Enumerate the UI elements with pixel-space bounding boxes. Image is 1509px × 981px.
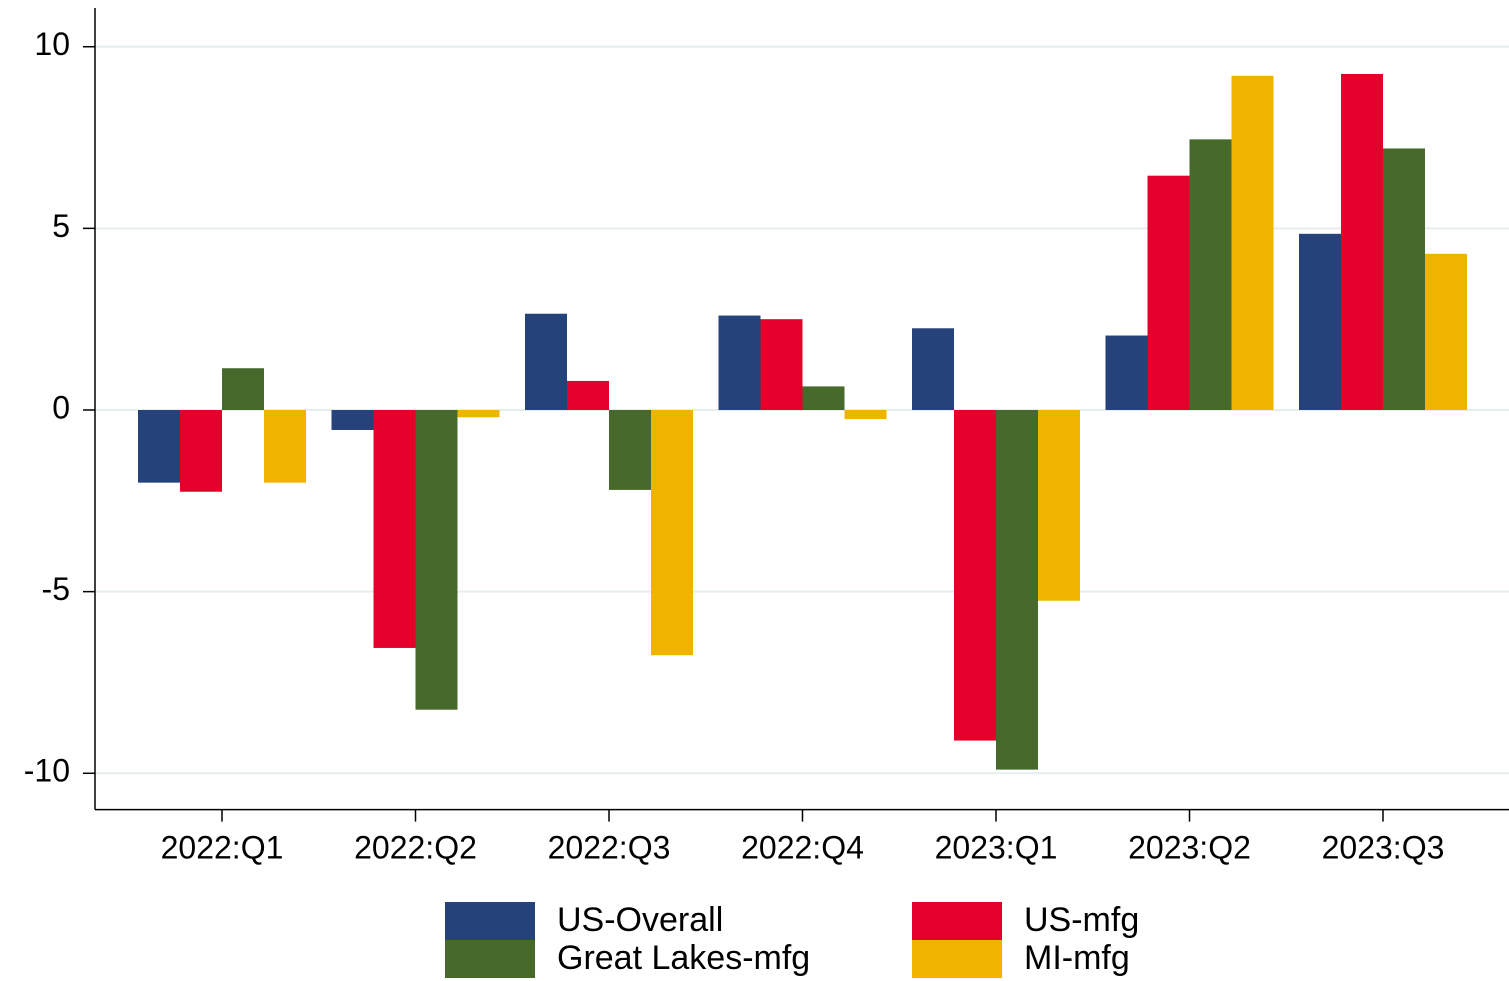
legend-swatch [445, 902, 535, 940]
x-tick-label: 2022:Q4 [741, 829, 864, 865]
bar [912, 328, 954, 410]
bar [1105, 335, 1148, 410]
x-tick-label: 2022:Q3 [548, 829, 671, 865]
bar [954, 410, 996, 741]
bar [1038, 410, 1080, 601]
bar [718, 315, 761, 410]
bar [1383, 148, 1425, 410]
bar [1341, 73, 1383, 411]
bar [525, 313, 567, 410]
x-tick-label: 2023:Q2 [1128, 829, 1251, 865]
bar [264, 410, 306, 483]
x-tick-label: 2022:Q2 [354, 829, 477, 865]
bar [138, 410, 180, 483]
legend-swatch [912, 902, 1002, 940]
bar [844, 410, 887, 420]
bar [373, 410, 416, 648]
bar [1299, 233, 1341, 410]
legend-swatch [445, 940, 535, 978]
y-tick-label: 5 [52, 208, 70, 244]
bar [180, 410, 222, 492]
bar [760, 319, 803, 410]
bar [996, 410, 1038, 770]
bar [1231, 75, 1274, 410]
bar [222, 368, 264, 410]
bar [1147, 175, 1190, 410]
bar [802, 386, 845, 410]
bar [1425, 253, 1467, 410]
legend-label: US-Overall [557, 901, 723, 939]
legend-label: US-mfg [1024, 901, 1139, 939]
bar [1189, 139, 1232, 410]
bar [457, 410, 500, 418]
legend-label: MI-mfg [1024, 939, 1130, 977]
x-tick-label: 2023:Q1 [935, 829, 1058, 865]
y-tick-label: -10 [24, 753, 70, 789]
y-tick-label: -5 [42, 571, 70, 607]
bar [331, 410, 374, 430]
bar [567, 380, 609, 410]
bar [609, 410, 651, 490]
y-tick-label: 10 [34, 26, 70, 62]
legend-label: Great Lakes-mfg [557, 939, 810, 977]
legend-swatch [912, 940, 1002, 978]
bar [415, 410, 458, 710]
bar [651, 410, 693, 656]
x-tick-label: 2023:Q3 [1322, 829, 1445, 865]
x-tick-label: 2022:Q1 [161, 829, 284, 865]
y-tick-label: 0 [52, 389, 70, 425]
